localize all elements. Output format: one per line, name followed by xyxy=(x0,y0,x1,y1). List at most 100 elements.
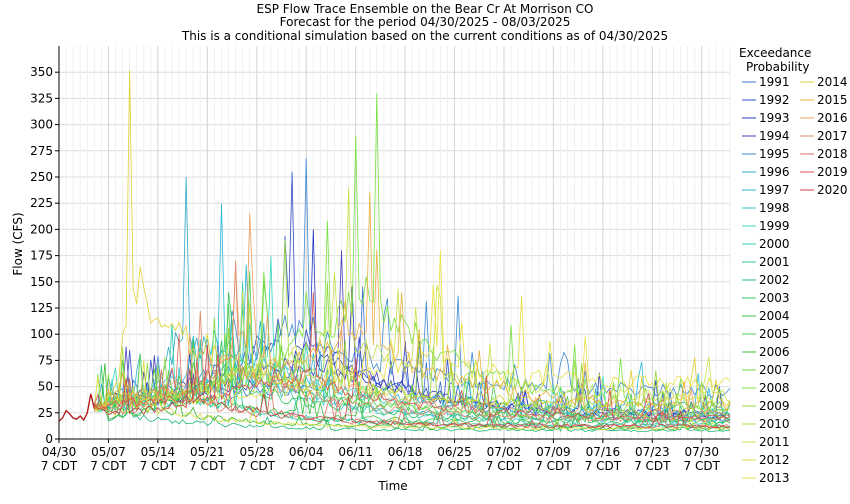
legend-label-1998: 1998 xyxy=(759,201,790,215)
legend-title-exceedance: Exceedance xyxy=(739,46,811,60)
x-tick-label-time: 7 CDT xyxy=(189,459,226,473)
legend-label-2020: 2020 xyxy=(817,183,848,197)
y-tick-label: 75 xyxy=(38,353,53,367)
series-line-2020 xyxy=(93,344,731,429)
x-tick-label-time: 7 CDT xyxy=(585,459,622,473)
x-tick-label-date: 07/09 xyxy=(536,445,571,459)
x-tick-label-date: 06/04 xyxy=(289,445,324,459)
x-tick-label-date: 05/21 xyxy=(190,445,225,459)
x-tick-label-time: 7 CDT xyxy=(634,459,671,473)
x-tick-label-date: 06/11 xyxy=(338,445,373,459)
legend-label-2010: 2010 xyxy=(759,417,790,431)
axes-layer: 0 25 50 75 100 125 150 175 200 225 250 275 300 325 350… xyxy=(30,46,730,473)
legend-label-2004: 2004 xyxy=(759,309,790,323)
x-tick-label-time: 7 CDT xyxy=(239,459,276,473)
x-tick-label-time: 7 CDT xyxy=(90,459,127,473)
legend-label-2013: 2013 xyxy=(759,471,790,485)
series-line-1995 xyxy=(93,158,731,410)
series-line-2002 xyxy=(94,381,731,433)
legend-label-1999: 1999 xyxy=(759,219,790,233)
x-tick-label-time: 7 CDT xyxy=(436,459,473,473)
series-line-2001 xyxy=(94,339,731,429)
legend-label-2019: 2019 xyxy=(817,165,848,179)
legend-label-2001: 2001 xyxy=(759,255,790,269)
legend-label-1993: 1993 xyxy=(759,111,790,125)
series-layer xyxy=(58,70,731,433)
y-tick-label: 300 xyxy=(30,118,53,132)
legend-label-2016: 2016 xyxy=(817,111,848,125)
x-tick-label-date: 04/30 xyxy=(42,445,77,459)
legend-label-2009: 2009 xyxy=(759,399,790,413)
x-tick-label-time: 7 CDT xyxy=(288,459,325,473)
x-tick-label-date: 06/25 xyxy=(437,445,472,459)
series-line-2010 xyxy=(93,239,731,417)
x-axis-label: Time xyxy=(377,479,407,493)
y-tick-label: 325 xyxy=(30,91,53,105)
x-tick-label-date: 07/30 xyxy=(684,445,719,459)
series-line-2013 xyxy=(93,250,731,409)
x-tick-label-date: 06/18 xyxy=(388,445,423,459)
legend: Exceedance Probability 1991 1992 1993 1994 1… xyxy=(739,46,848,485)
y-axis-label: Flow (CFS) xyxy=(11,212,25,275)
x-tick-label-date: 07/23 xyxy=(635,445,670,459)
series-line-2018 xyxy=(93,334,731,429)
series-line-2014 xyxy=(93,70,731,413)
series-line-2000 xyxy=(94,323,731,429)
x-tick-label-time: 7 CDT xyxy=(535,459,572,473)
chart-subtitle-conditional: This is a conditional simulation based o… xyxy=(181,29,668,43)
x-tick-label-time: 7 CDT xyxy=(41,459,78,473)
y-tick-label: 175 xyxy=(30,249,53,263)
legend-label-2002: 2002 xyxy=(759,273,790,287)
y-tick-label: 275 xyxy=(30,144,53,158)
chart-subtitle: Forecast for the period 04/30/2025 - 08/… xyxy=(280,15,571,29)
legend-label-2000: 2000 xyxy=(759,237,790,251)
y-tick-label: 125 xyxy=(30,301,53,315)
x-tick-label-time: 7 CDT xyxy=(486,459,523,473)
x-tick-label-time: 7 CDT xyxy=(337,459,374,473)
legend-label-2017: 2017 xyxy=(817,129,848,143)
x-tick-label-time: 7 CDT xyxy=(140,459,177,473)
series-line-2016 xyxy=(93,213,731,418)
legend-label-2018: 2018 xyxy=(817,147,848,161)
legend-label-2003: 2003 xyxy=(759,291,790,305)
y-tick-label: 225 xyxy=(30,196,53,210)
x-tick-label-date: 05/14 xyxy=(141,445,176,459)
legend-title-probability: Probability xyxy=(746,60,809,74)
legend-label-1997: 1997 xyxy=(759,183,790,197)
y-tick-label: 0 xyxy=(45,432,53,446)
x-tick-label-time: 7 CDT xyxy=(684,459,721,473)
y-tick-label: 200 xyxy=(30,222,53,236)
series-line-2011 xyxy=(93,187,731,410)
y-tick-label: 50 xyxy=(38,380,53,394)
x-tick-label-time: 7 CDT xyxy=(387,459,424,473)
legend-label-2011: 2011 xyxy=(759,435,790,449)
legend-label-2015: 2015 xyxy=(817,93,848,107)
legend-label-1991: 1991 xyxy=(759,75,790,89)
legend-label-2012: 2012 xyxy=(759,453,790,467)
x-tick-label-date: 07/16 xyxy=(586,445,621,459)
y-tick-label: 150 xyxy=(30,275,53,289)
observed-line xyxy=(58,393,95,422)
series-line-2012 xyxy=(93,360,731,431)
x-tick-label-date: 05/07 xyxy=(91,445,126,459)
y-tick-label: 250 xyxy=(30,170,53,184)
legend-label-2006: 2006 xyxy=(759,345,790,359)
series-line-2015 xyxy=(93,191,731,412)
legend-label-1996: 1996 xyxy=(759,165,790,179)
series-line-1998 xyxy=(93,281,731,426)
y-tick-label: 350 xyxy=(30,65,53,79)
legend-label-2007: 2007 xyxy=(759,363,790,377)
legend-label-1992: 1992 xyxy=(759,93,790,107)
legend-label-2005: 2005 xyxy=(759,327,790,341)
y-tick-label: 100 xyxy=(30,327,53,341)
x-tick-label-date: 07/02 xyxy=(487,445,522,459)
series-line-2019 xyxy=(93,292,731,421)
y-tick-label: 25 xyxy=(38,406,53,420)
legend-label-2014: 2014 xyxy=(817,75,848,89)
grid-layer xyxy=(58,46,731,440)
legend-label-2008: 2008 xyxy=(759,381,790,395)
legend-label-1994: 1994 xyxy=(759,129,790,143)
chart-title: ESP Flow Trace Ensemble on the Bear Cr A… xyxy=(257,2,594,16)
